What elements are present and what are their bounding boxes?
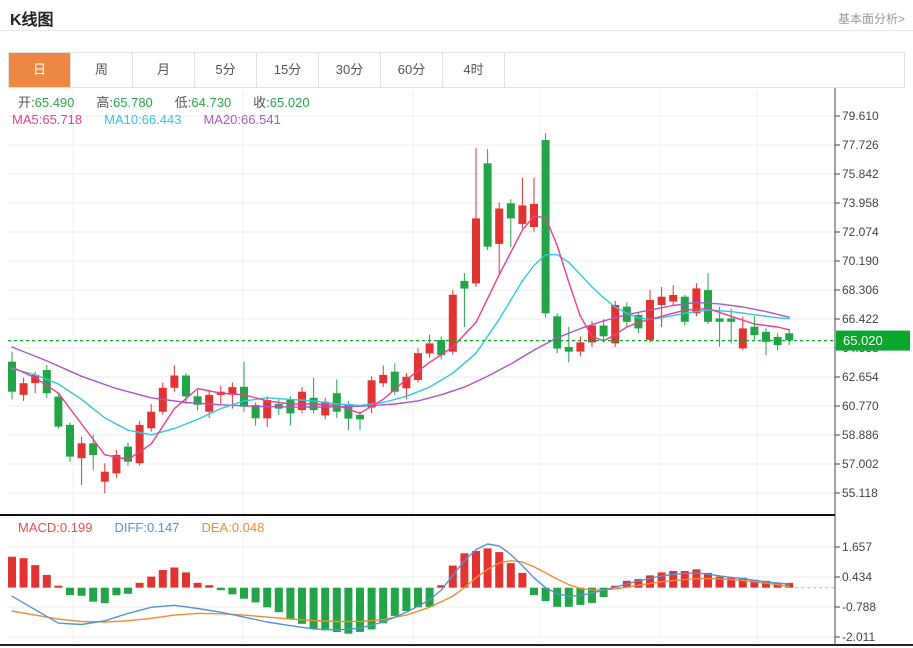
legend-label: 收: [253, 95, 270, 110]
svg-text:68.306: 68.306 [842, 283, 879, 297]
tab-3[interactable]: 5分 [195, 53, 257, 87]
page-title: K线图 [10, 12, 54, 29]
legend-label: DEA: [201, 520, 232, 535]
legend-value: 0.147 [146, 520, 180, 535]
svg-text:73.958: 73.958 [842, 196, 879, 210]
macd-legend: MACD:0.199 DIFF:0.147 DEA:0.048 [18, 520, 286, 535]
legend-item-1: MA10:66.443 [104, 112, 181, 127]
tab-4[interactable]: 15分 [257, 53, 319, 87]
tab-2[interactable]: 月 [133, 53, 195, 87]
tab-1[interactable]: 周 [71, 53, 133, 87]
legend-label: MA10: [104, 112, 142, 127]
legend-item-2: MA20:66.541 [203, 112, 280, 127]
header-divider [0, 30, 913, 31]
period-tabbar: 日周月 5分 15分 30分 60分 4时 [8, 52, 905, 88]
legend-value: 65.490 [34, 95, 75, 110]
svg-text:-2.011: -2.011 [842, 630, 875, 644]
svg-text:77.726: 77.726 [842, 138, 879, 152]
legend-item-2: 低:64.730 [175, 92, 231, 111]
legend-item-0: MACD:0.199 [18, 520, 92, 535]
legend-value: 0.199 [59, 520, 93, 535]
legend-value: 65.780 [113, 95, 153, 110]
legend-value: 65.020 [269, 95, 310, 110]
legend-label: MACD: [18, 520, 60, 535]
svg-text:1.657: 1.657 [842, 540, 872, 554]
svg-text:60.770: 60.770 [842, 399, 879, 413]
legend-item-3: 收:65.020 [253, 92, 309, 111]
legend-label: DIFF: [114, 520, 147, 535]
svg-text:57.002: 57.002 [842, 457, 879, 471]
legend-item-0: MA5:65.718 [12, 112, 82, 127]
svg-text:55.118: 55.118 [842, 486, 878, 500]
svg-text:79.610: 79.610 [842, 109, 879, 123]
legend-item-2: DEA:0.048 [201, 520, 264, 535]
tab-5[interactable]: 30分 [319, 53, 381, 87]
legend-label: MA5: [12, 112, 43, 127]
legend-value: 66.541 [241, 112, 281, 127]
legend-label: 低: [174, 95, 192, 110]
svg-text:58.886: 58.886 [842, 428, 879, 442]
tabbar-filler [505, 53, 905, 87]
tab-0[interactable]: 日 [9, 53, 71, 87]
svg-text:72.074: 72.074 [842, 225, 879, 239]
tab-6[interactable]: 60分 [381, 53, 443, 87]
current-price-badge: 65.020 [843, 333, 883, 348]
svg-text:70.190: 70.190 [842, 254, 879, 268]
legend-item-1: DIFF:0.147 [114, 520, 179, 535]
legend-value: 65.718 [42, 112, 83, 127]
legend-value: 66.443 [141, 112, 182, 127]
legend-label: MA20: [203, 112, 242, 127]
ohlc-legend: 开:65.490 高:65.780 低:64.730 收:65.020 [18, 92, 332, 111]
svg-text:-0.788: -0.788 [842, 600, 876, 614]
svg-text:0.434: 0.434 [842, 570, 872, 584]
legend-item-0: 开:65.490 [18, 92, 74, 111]
fundamental-analysis-link[interactable]: 基本面分析> [837, 12, 905, 26]
legend-label: 高: [96, 95, 114, 110]
svg-text:66.422: 66.422 [842, 312, 879, 326]
legend-value: 0.048 [231, 520, 265, 535]
ma-legend: MA5:65.718 MA10:66.443 MA20:66.541 [12, 112, 303, 127]
legend-label: 开: [18, 95, 35, 110]
svg-text:75.842: 75.842 [842, 167, 879, 181]
tab-7[interactable]: 4时 [443, 53, 505, 87]
svg-text:62.654: 62.654 [842, 370, 879, 384]
legend-item-1: 高:65.780 [96, 92, 152, 111]
legend-value: 64.730 [191, 95, 232, 110]
